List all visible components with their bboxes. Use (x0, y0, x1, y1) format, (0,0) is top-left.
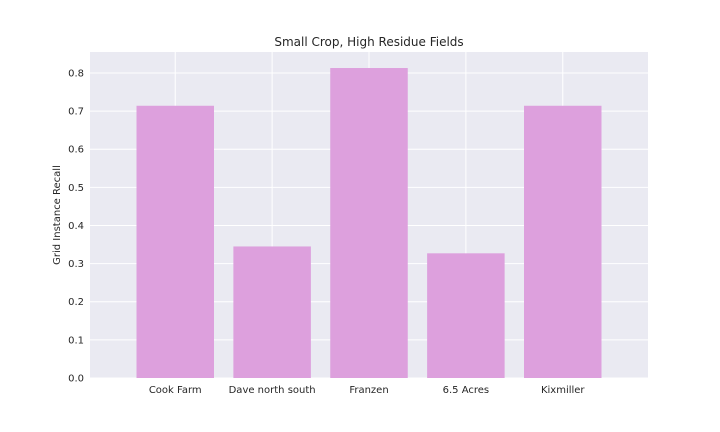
y-axis-ticks: 0.0 0.1 0.2 0.3 0.4 0.5 0.6 0.7 0.8 (68, 68, 84, 384)
bar-franzen (330, 68, 408, 378)
bar-cook-farm (136, 105, 214, 378)
y-axis-label: Grid Instance Recall (52, 165, 63, 265)
y-tick-label: 0.0 (68, 374, 84, 385)
x-tick-label: Cook Farm (149, 385, 202, 396)
y-tick-label: 0.5 (68, 183, 84, 194)
bar-kixmiller (524, 105, 602, 378)
y-tick-label: 0.4 (68, 221, 84, 232)
bars (136, 68, 602, 378)
chart-title: Small Crop, High Residue Fields (274, 35, 463, 49)
y-tick-label: 0.1 (68, 335, 84, 346)
y-tick-label: 0.8 (68, 68, 84, 79)
x-tick-label: Franzen (349, 385, 388, 396)
x-axis-ticks: Cook Farm Dave north south Franzen 6.5 Acre… (149, 385, 586, 396)
y-tick-label: 0.7 (68, 107, 84, 118)
y-tick-label: 0.3 (68, 259, 84, 270)
y-tick-label: 0.2 (68, 297, 84, 308)
bar-dave-north-south (233, 246, 311, 378)
x-tick-label: 6.5 Acres (443, 385, 490, 396)
bar-6-5-acres (427, 253, 505, 378)
y-tick-label: 0.6 (68, 145, 84, 156)
x-tick-label: Kixmiller (541, 385, 585, 396)
x-tick-label: Dave north south (229, 385, 316, 396)
